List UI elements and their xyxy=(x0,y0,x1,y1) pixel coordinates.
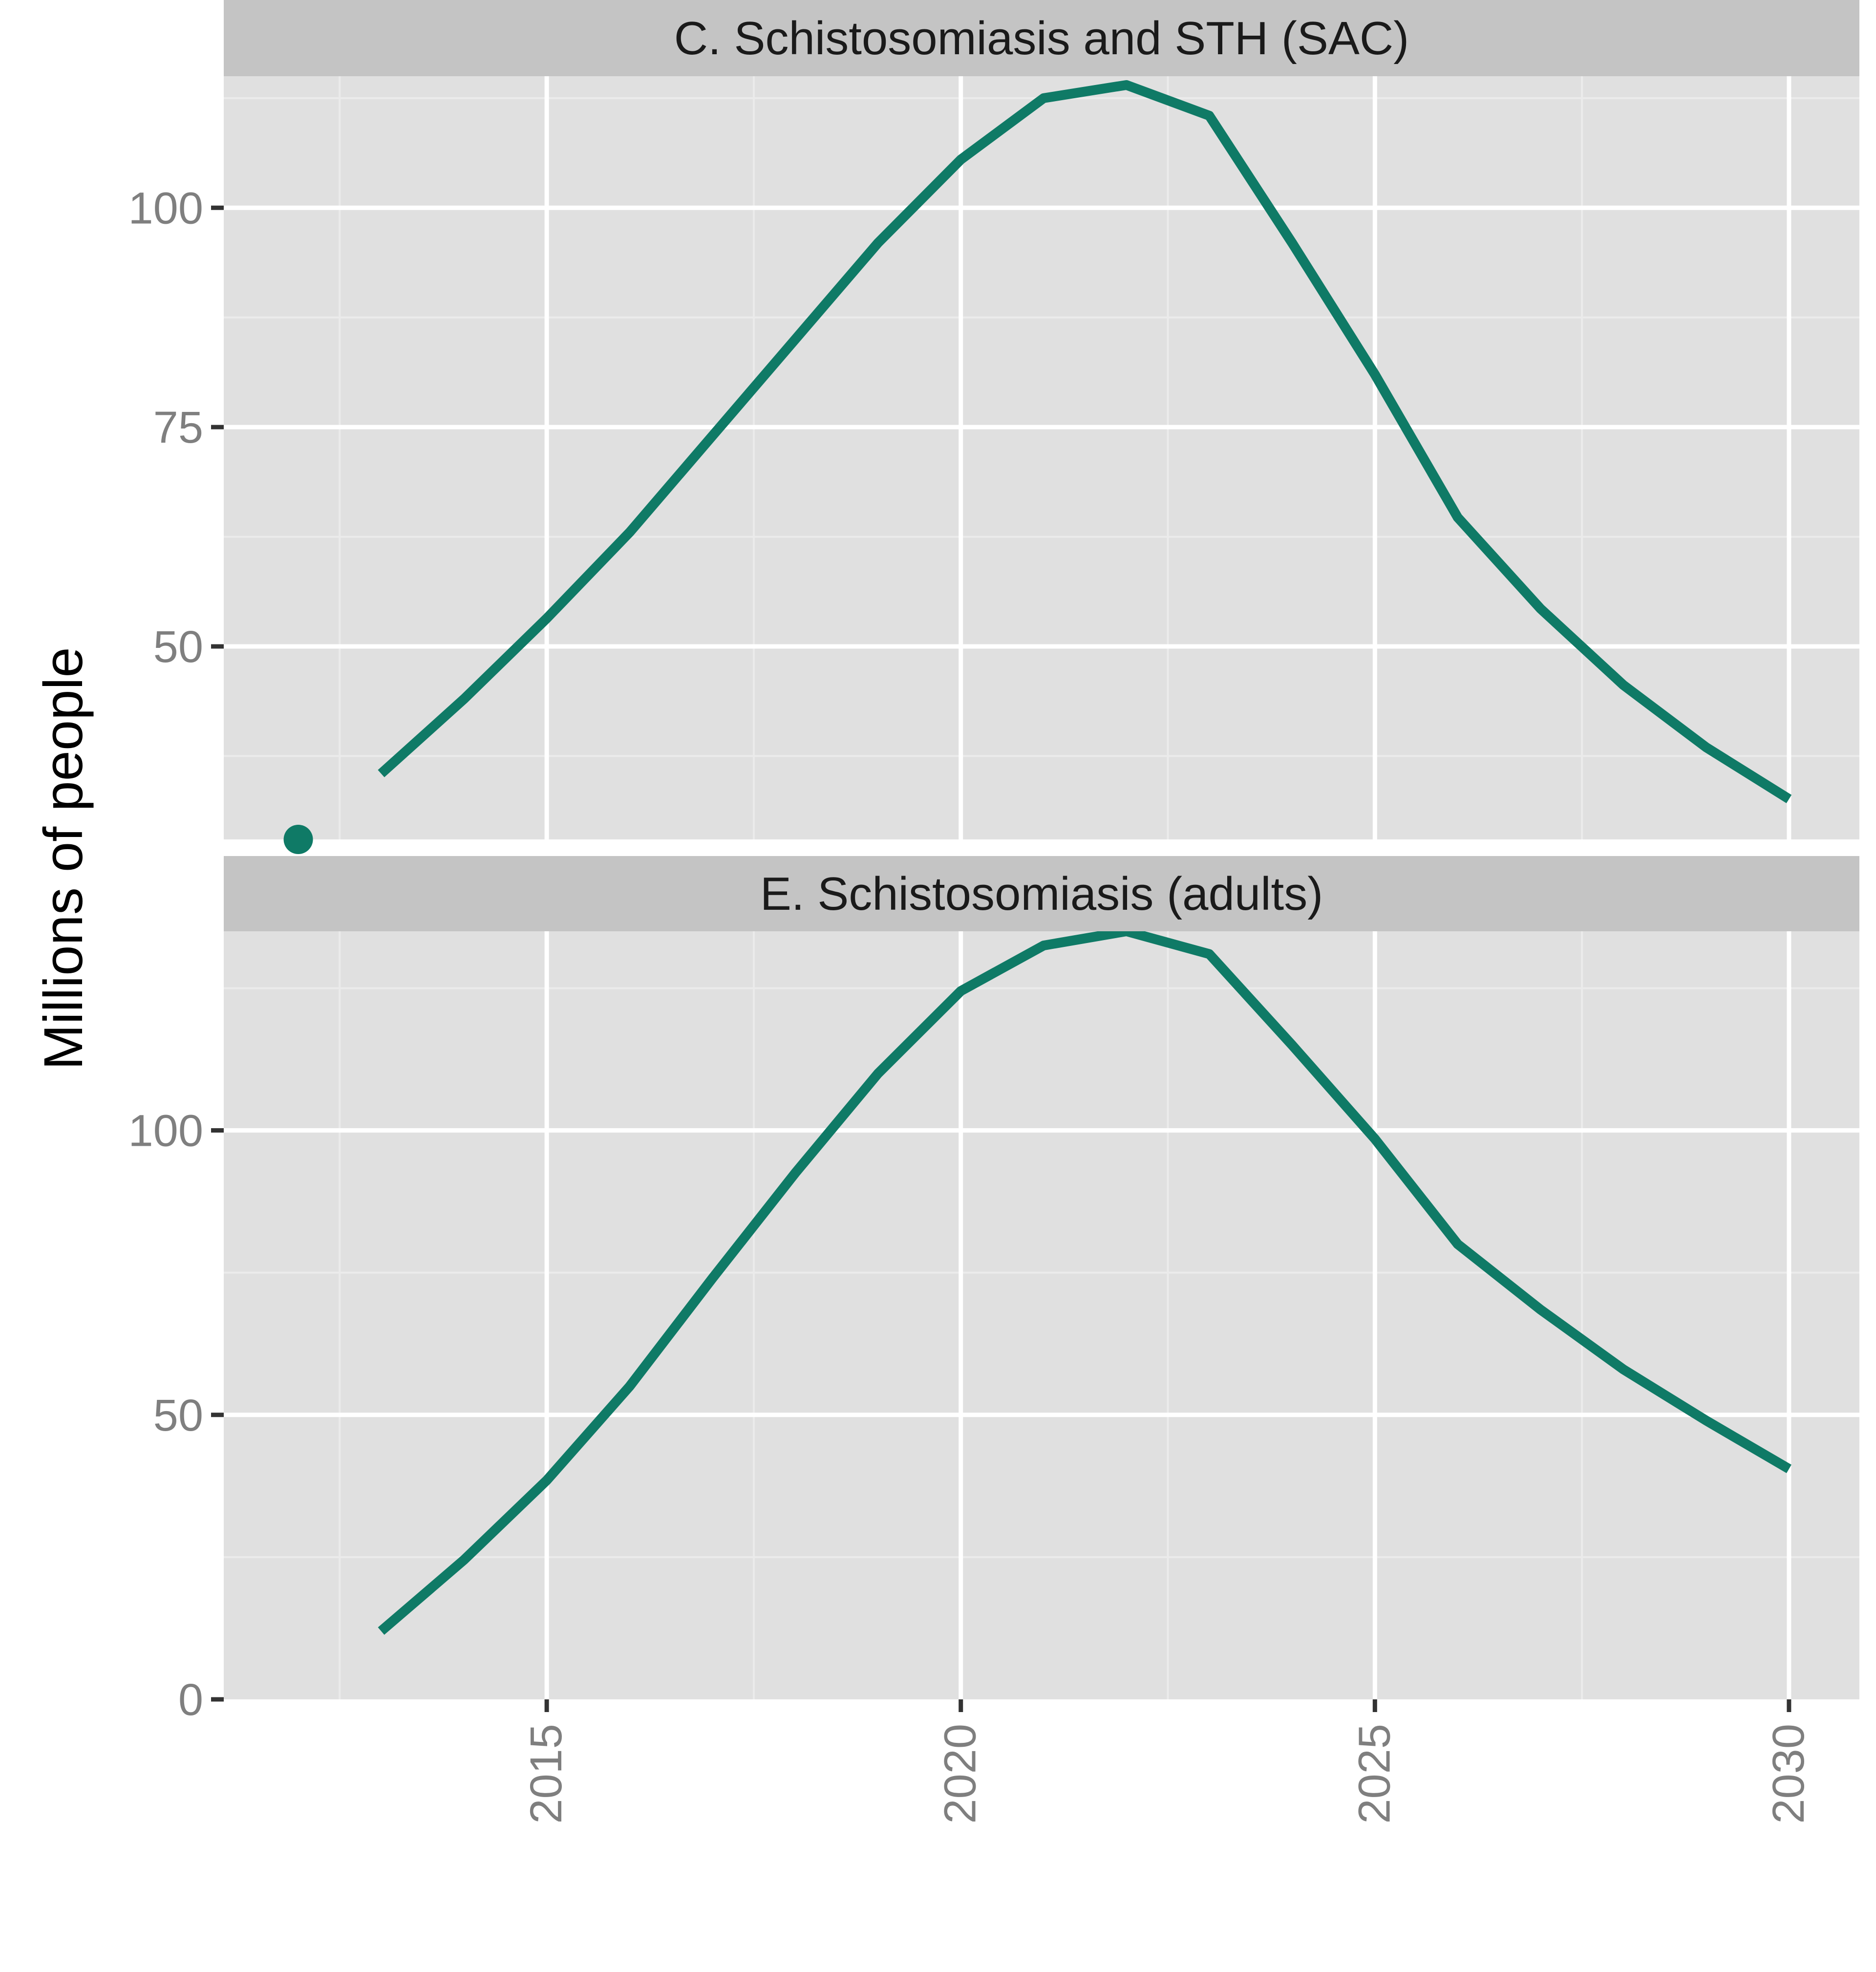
facet-strip xyxy=(224,0,1859,76)
y-tick-label: 0 xyxy=(178,1675,203,1725)
x-tick-label: 2015 xyxy=(521,1724,571,1824)
x-tick-label: 2020 xyxy=(936,1724,985,1824)
facet-title: E. Schistosomiasis (adults) xyxy=(760,868,1323,920)
data-point xyxy=(283,825,313,854)
series-line xyxy=(378,80,1792,803)
panel-background xyxy=(224,931,1859,1699)
y-tick-label: 100 xyxy=(128,1106,204,1156)
y-tick-label: 100 xyxy=(128,183,204,233)
x-axis: 2015 2020 2025 2030 xyxy=(521,1699,1813,1824)
y-tick-label: 50 xyxy=(153,1391,203,1440)
panels-layer: 50 75 100 C. Schistosomiasis and STH (SAC) 0… xyxy=(128,0,1859,1725)
series-line xyxy=(378,926,1791,1635)
facet-title: C. Schistosomiasis and STH (SAC) xyxy=(674,12,1409,64)
panel-1: 0 50 100 E. Schistosomiasis (adults) xyxy=(128,856,1859,1725)
panel-background xyxy=(224,76,1859,839)
x-tick-label: 2030 xyxy=(1764,1724,1813,1824)
y-axis-title: Millions of people xyxy=(33,647,94,1070)
facet-strip xyxy=(224,856,1859,931)
y-tick-label: 50 xyxy=(153,622,203,672)
x-tick-label: 2025 xyxy=(1349,1724,1399,1824)
panel-0: 50 75 100 C. Schistosomiasis and STH (SAC) xyxy=(128,0,1859,854)
y-tick-label: 75 xyxy=(153,403,203,452)
